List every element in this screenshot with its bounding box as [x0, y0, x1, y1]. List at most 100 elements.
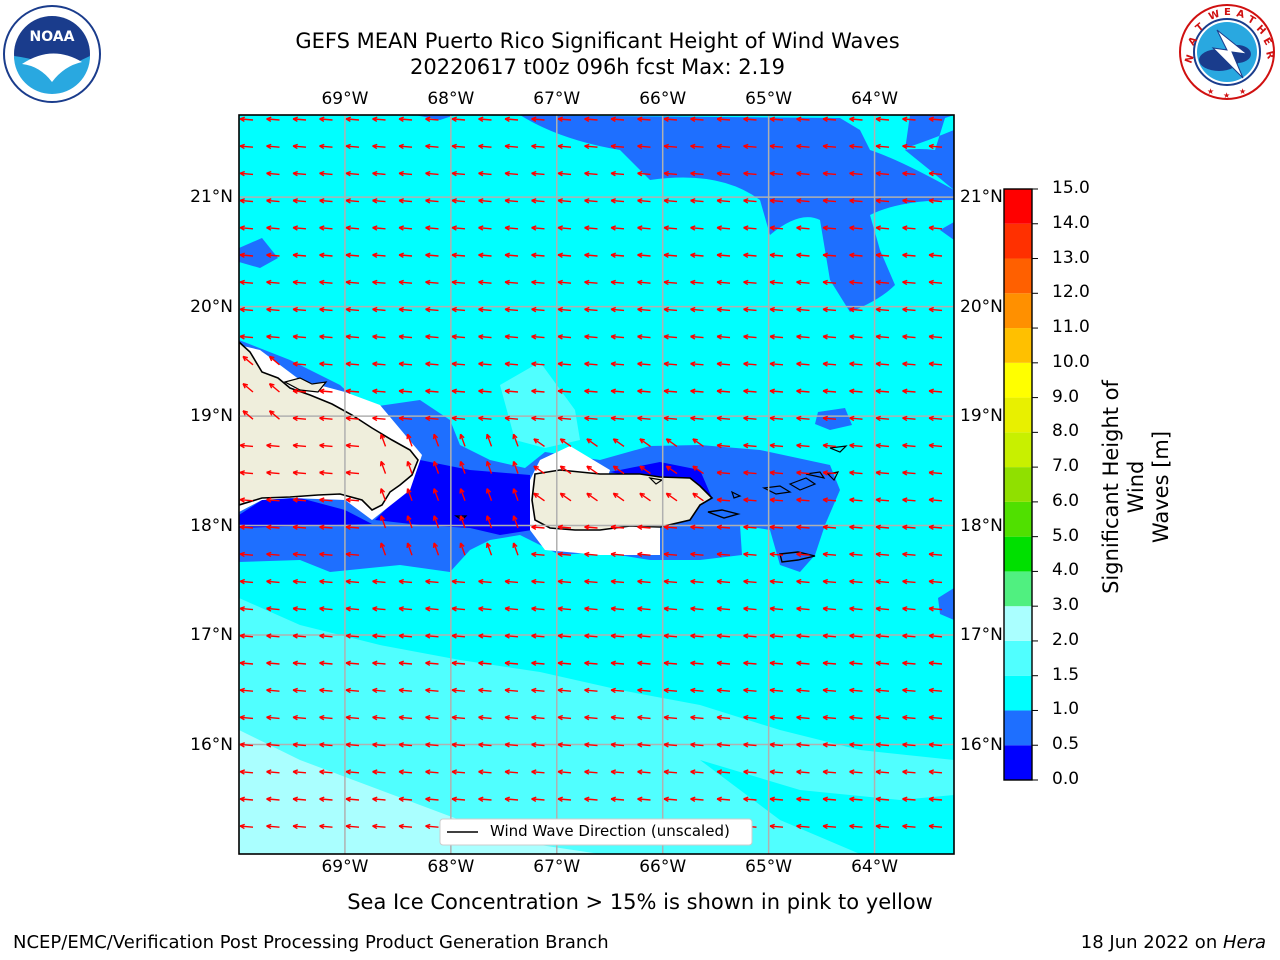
wave-direction-arrow: [769, 524, 784, 530]
wave-direction-arrow: [239, 306, 254, 313]
wave-direction-arrow: [372, 415, 386, 422]
wave-direction-arrow: [822, 551, 837, 558]
wave-direction-arrow: [665, 465, 678, 475]
wave-direction-arrow: [663, 415, 678, 422]
svg-text:R: R: [1263, 50, 1276, 61]
wave-direction-arrow: [292, 606, 307, 612]
wave-direction-arrow: [637, 361, 651, 367]
wave-direction-arrow: [239, 796, 254, 802]
lat-tick-label-left: 18°N: [190, 515, 233, 536]
wave-direction-arrow: [584, 714, 598, 721]
wave-direction-arrow: [345, 470, 360, 476]
colorbar-segment: [1004, 432, 1032, 468]
wave-direction-arrow: [268, 410, 280, 420]
wave-direction-arrow: [504, 633, 519, 639]
wave-direction-arrow: [584, 279, 598, 286]
wave-direction-arrow: [822, 606, 837, 612]
wave-direction-arrow: [743, 497, 757, 503]
wave-direction-arrow: [266, 633, 280, 639]
wave-direction-arrow: [584, 334, 598, 340]
wave-direction-arrow: [690, 769, 704, 775]
wave-direction-arrow: [398, 823, 413, 830]
wave-direction-arrow: [769, 551, 784, 558]
wave-direction-arrow: [902, 497, 916, 503]
wave-direction-arrow: [769, 742, 784, 748]
wave-direction-arrow: [769, 116, 784, 122]
wave-direction-arrow: [796, 415, 810, 422]
wave-direction-arrow: [266, 769, 280, 775]
wave-direction-arrow: [716, 633, 731, 639]
wave-direction-arrow: [345, 252, 360, 258]
lat-tick-label-left: 20°N: [190, 296, 233, 317]
wave-direction-arrow: [716, 225, 731, 231]
wave-direction-arrow: [345, 606, 360, 612]
wave-direction-arrow: [796, 279, 810, 286]
wave-direction-arrow: [902, 415, 916, 422]
wave-direction-arrow: [451, 361, 466, 367]
wave-direction-arrow: [639, 492, 651, 502]
wave-direction-arrow: [584, 415, 598, 422]
wave-direction-arrow: [796, 143, 810, 150]
wave-direction-arrow: [796, 796, 810, 802]
wave-direction-arrow: [345, 742, 360, 748]
wave-direction-arrow: [849, 415, 863, 422]
wave-direction-arrow: [459, 433, 466, 447]
wave-direction-arrow: [902, 823, 916, 830]
colorbar-tick-label: 11.0: [1052, 317, 1090, 338]
wave-direction-arrow: [531, 742, 545, 748]
wave-direction-arrow: [610, 606, 625, 612]
wave-direction-arrow: [345, 116, 360, 122]
wave-direction-arrow: [610, 306, 625, 313]
wave-direction-arrow: [345, 306, 360, 313]
wave-direction-arrow: [796, 170, 810, 177]
wave-direction-arrow: [639, 465, 651, 475]
wave-direction-arrow: [584, 252, 598, 258]
wave-direction-arrow: [451, 796, 466, 802]
wave-direction-arrow: [345, 388, 360, 394]
colorbar-label-line1: Significant Height of Wind: [1099, 380, 1148, 594]
wave-direction-arrow: [451, 633, 466, 639]
wave-direction-arrow: [584, 116, 598, 122]
wave-direction-arrow: [239, 606, 254, 612]
wave-direction-arrow: [504, 334, 519, 340]
wave-direction-arrow: [531, 687, 545, 694]
wave-direction-arrow: [928, 334, 943, 340]
wave-direction-arrow: [610, 714, 625, 721]
wave-direction-arrow: [266, 714, 280, 721]
wave-direction-arrow: [319, 170, 333, 177]
wave-direction-arrow: [822, 361, 837, 367]
wave-direction-arrow: [875, 823, 890, 830]
wave-direction-arrow: [743, 660, 757, 666]
colorbar-segment: [1004, 397, 1032, 433]
wave-direction-arrow: [398, 769, 413, 775]
wave-direction-arrow: [242, 410, 254, 420]
wave-direction-arrow: [822, 633, 837, 639]
wave-direction-arrow: [372, 279, 386, 286]
wave-direction-arrow: [849, 442, 863, 449]
wave-direction-arrow: [292, 361, 307, 367]
wave-direction-arrow: [743, 714, 757, 721]
wave-direction-arrow: [690, 660, 704, 666]
wave-direction-arrow: [451, 116, 466, 122]
wave-direction-arrow: [425, 143, 439, 150]
wave-direction-arrow: [769, 578, 784, 585]
wave-direction-arrow: [398, 279, 413, 286]
wave-direction-arrow: [319, 606, 333, 612]
wave-direction-arrow: [451, 687, 466, 694]
wave-direction-arrow: [425, 116, 439, 122]
colorbar-segment: [1004, 258, 1032, 294]
wave-direction-arrow: [875, 470, 890, 476]
wave-direction-arrow: [637, 388, 651, 394]
wave-direction-arrow: [690, 361, 704, 367]
wave-direction-arrow: [372, 225, 386, 231]
wave-direction-arrow: [610, 388, 625, 394]
wave-direction-arrow: [292, 198, 307, 204]
wave-direction-arrow: [372, 116, 386, 122]
lon-tick-label-top: 65°W: [745, 89, 793, 109]
colorbar-segment: [1004, 745, 1032, 780]
colorbar-tick-label: 1.5: [1052, 664, 1080, 685]
wave-direction-arrow: [345, 823, 360, 830]
wave-direction-arrow: [902, 361, 916, 367]
wave-direction-arrow: [902, 633, 916, 639]
wave-direction-arrow: [849, 116, 863, 122]
